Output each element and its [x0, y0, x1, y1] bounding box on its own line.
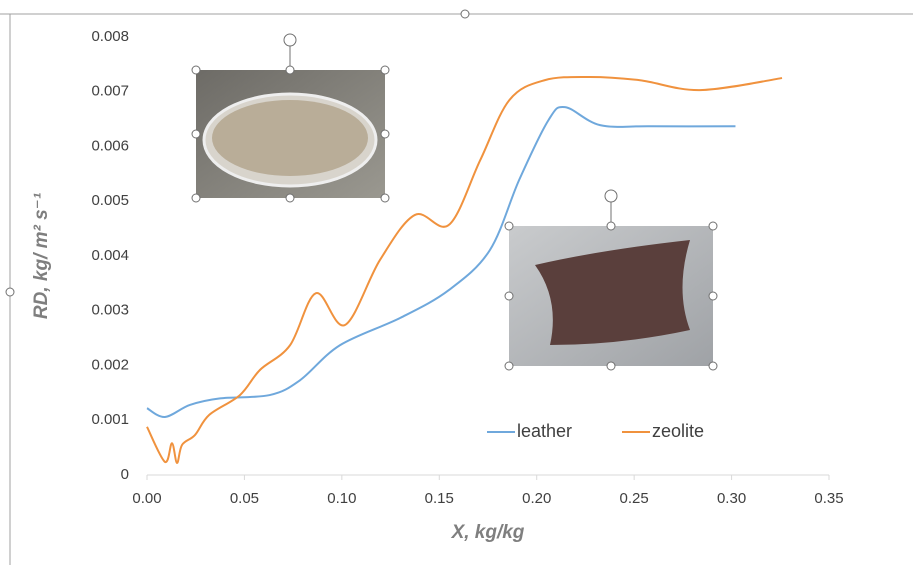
legend-label: zeolite [652, 421, 704, 441]
legend-label: leather [517, 421, 572, 441]
x-tick-label: 0.35 [814, 490, 843, 507]
image-leather [505, 190, 717, 370]
x-tick-label: 0.05 [230, 490, 259, 507]
y-tick-label: 0.002 [91, 356, 129, 373]
y-tick-label: 0.008 [91, 28, 129, 45]
x-tick-label: 0.25 [620, 490, 649, 507]
chart: RD, kg/ m² s⁻¹ X, kg/kg 0 0.001 0.002 0.003… [31, 28, 844, 543]
y-tick-label: 0 [121, 466, 129, 483]
y-tick-label: 0.001 [91, 411, 129, 428]
x-tick-label: 0.15 [425, 490, 454, 507]
y-tick-label: 0.004 [91, 247, 129, 264]
x-tick-label: 0.00 [132, 490, 161, 507]
y-tick-label: 0.003 [91, 302, 129, 319]
x-axis-title: X, kg/kg [451, 522, 525, 543]
y-tick-label: 0.005 [91, 192, 129, 209]
y-tick-label: 0.006 [91, 137, 129, 154]
x-tick-label: 0.30 [717, 490, 746, 507]
y-axis-title: RD, kg/ m² s⁻¹ [31, 192, 52, 319]
frame [0, 10, 913, 565]
x-tick-label: 0.10 [327, 490, 356, 507]
screen: RD, kg/ m² s⁻¹ X, kg/kg 0 0.001 0.002 0.003… [0, 0, 913, 565]
y-tick-label: 0.007 [91, 83, 129, 100]
x-tick-label: 0.20 [522, 490, 551, 507]
image-beads [192, 34, 389, 202]
